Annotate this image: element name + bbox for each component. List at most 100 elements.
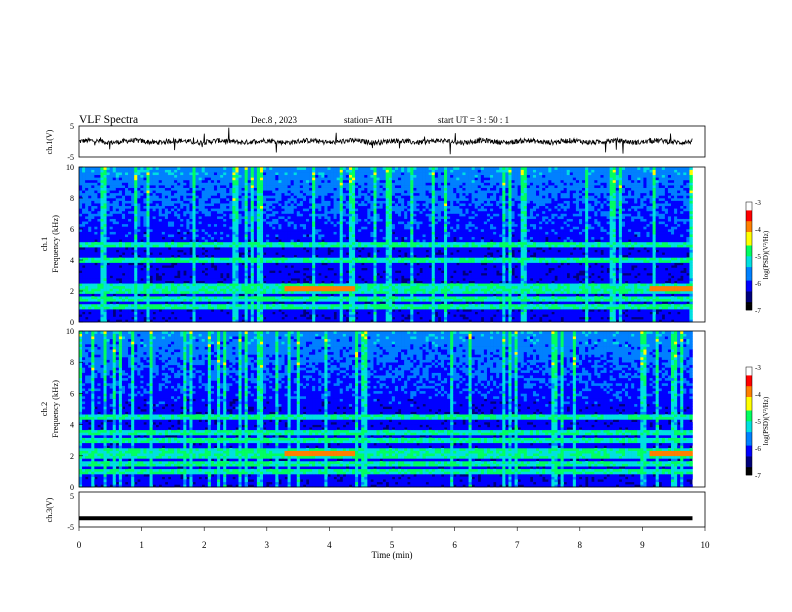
ch1-spectrogram-cell (198, 221, 202, 225)
ch1-spectrogram-cell (91, 298, 95, 302)
ch1-spectrogram-cell (149, 172, 153, 176)
ch1-spectrogram-cell (85, 213, 89, 217)
ch1-spectrogram-cell (186, 275, 190, 279)
ch1-spectrogram-cell (131, 283, 135, 287)
ch1-spectrogram-cell (263, 306, 267, 310)
ch1-spectrogram-cell (198, 291, 202, 294)
ch1-spectrogram-cell (318, 309, 322, 312)
ch1-spectrogram-cell (229, 213, 233, 217)
ch1-spectrogram-cell (131, 275, 135, 279)
ch1-spectrogram-cell (137, 288, 141, 292)
ch1-spectrogram-cell (281, 187, 285, 191)
ch1-spectrogram-cell (247, 185, 252, 188)
ch1-spectrogram-cell (336, 218, 341, 222)
ch1-spectrogram-cell (232, 167, 236, 170)
ch1-spectrogram-cell (177, 192, 181, 196)
ch1-spectrogram-cell (235, 174, 239, 178)
ch1-spectrogram-cell (207, 210, 212, 214)
ch1-spectrogram-cell (177, 221, 181, 225)
ch1-spectrogram-cell (213, 280, 218, 284)
ch1-spectrogram-cell (97, 241, 101, 245)
ch1-spectrogram-cell (333, 195, 337, 199)
ch1-spectrogram-cell (287, 223, 291, 227)
ch1-spectrogram-cell (134, 226, 138, 230)
ch1-spectrogram-cell (220, 303, 224, 307)
ch1-spectrogram-cell (143, 283, 147, 287)
ch1-spectrogram-cell (345, 311, 350, 315)
ch1-spectrogram-cell (321, 319, 325, 323)
ch1-spectrogram-cell (195, 203, 199, 207)
ch1-spectrogram-cell (192, 270, 196, 274)
ch1-spectrogram-cell (158, 192, 163, 196)
ch1-spectrogram-cell (235, 229, 239, 232)
ch1-spectrogram-cell (339, 293, 344, 297)
ch1-spectrogram-cell (94, 293, 98, 297)
ch1-spectrogram-cell (189, 319, 193, 323)
ch1-spectrogram-cell (226, 192, 230, 196)
ch1-spectrogram-cell (259, 306, 264, 310)
ch1-spectrogram-cell (244, 216, 249, 219)
ch1-spectrogram-cell (207, 205, 212, 209)
ch1-spectrogram-cell (210, 208, 215, 212)
ch1-spectrogram-cell (118, 260, 123, 263)
ch1-spectrogram-cell (238, 231, 242, 235)
ch1-spectrogram-cell (232, 226, 236, 230)
ch1-spectrogram-cell (281, 288, 285, 292)
ch1-spectrogram-cell (342, 244, 347, 248)
ch1-spectrogram-cell (131, 244, 135, 248)
ch1-spectrogram-cell (128, 177, 132, 181)
ch1-spectrogram-cell (333, 198, 337, 201)
ch1-spectrogram-cell (235, 283, 239, 287)
ch1-spectrogram-cell (259, 198, 264, 201)
ch1-spectrogram-cell (100, 288, 104, 292)
ch1-spectrogram-cell (161, 179, 166, 183)
ch1-spectrogram-cell (293, 319, 298, 323)
ch1-spectrogram-cell (174, 174, 178, 178)
ch1-spectrogram-cell (94, 283, 98, 287)
ch1-spectrogram-cell (244, 200, 249, 204)
ch1-spectrogram-cell (186, 272, 190, 276)
ch1-spectrogram-cell (143, 267, 147, 271)
ch1-spectrogram-cell (204, 280, 209, 284)
ch1-spectrogram-cell (278, 280, 282, 284)
ch1-spectrogram-cell (213, 226, 218, 230)
ch1-spectrogram-cell (235, 296, 239, 300)
ch1-spectrogram-cell (158, 314, 163, 318)
ch1-spectrogram-cell (330, 174, 334, 178)
ch1-spectrogram-cell (161, 293, 166, 297)
ch1-spectrogram-cell (312, 205, 316, 209)
ch1-spectrogram-cell (125, 252, 129, 256)
ch1-spectrogram-cell (79, 221, 83, 225)
ch1-spectrogram-cell (315, 270, 319, 274)
ch1-spectrogram-cell (309, 254, 313, 258)
ch1-spectrogram-cell (244, 174, 249, 178)
ch1-spectrogram-cell (232, 252, 236, 256)
ch1-spectrogram-cell (94, 216, 98, 219)
ch1-spectrogram-cell (266, 216, 270, 219)
ch1-spectrogram-cell (229, 236, 233, 240)
ch1-spectrogram-cell (195, 182, 199, 186)
ch1-spectrogram-cell (128, 249, 132, 253)
ch1-spectrogram-cell (272, 167, 276, 170)
ch1-spectrogram-cell (336, 257, 341, 261)
ch1-spectrogram-cell (266, 213, 270, 217)
ch1-spectrogram-cell (167, 172, 172, 176)
ch1-spectrogram-cell (143, 187, 147, 191)
ch1-spectrogram-cell (336, 280, 341, 284)
ch1-spectrogram-cell (315, 239, 319, 243)
ch1-spectrogram-cell (88, 167, 92, 170)
ch1-spectrogram-cell (290, 283, 295, 287)
ch1-spectrogram-cell (296, 257, 301, 261)
ch1-spectrogram-cell (146, 278, 150, 281)
ch1-spectrogram-cell (299, 303, 304, 307)
ch1-spectrogram-cell (269, 177, 273, 181)
ch1-spectrogram-cell (336, 241, 341, 245)
ch1-spectrogram-cell (345, 288, 350, 292)
ch1-spectrogram-cell (180, 221, 184, 225)
ch1-spectrogram-cell (134, 216, 138, 219)
ch1-spectrogram-cell (290, 200, 295, 204)
ch1-spectrogram-cell (125, 169, 129, 173)
ch1-spectrogram-cell (253, 216, 258, 219)
ch1-spectrogram-cell (299, 234, 304, 238)
ch1-spectrogram-cell (177, 267, 181, 271)
